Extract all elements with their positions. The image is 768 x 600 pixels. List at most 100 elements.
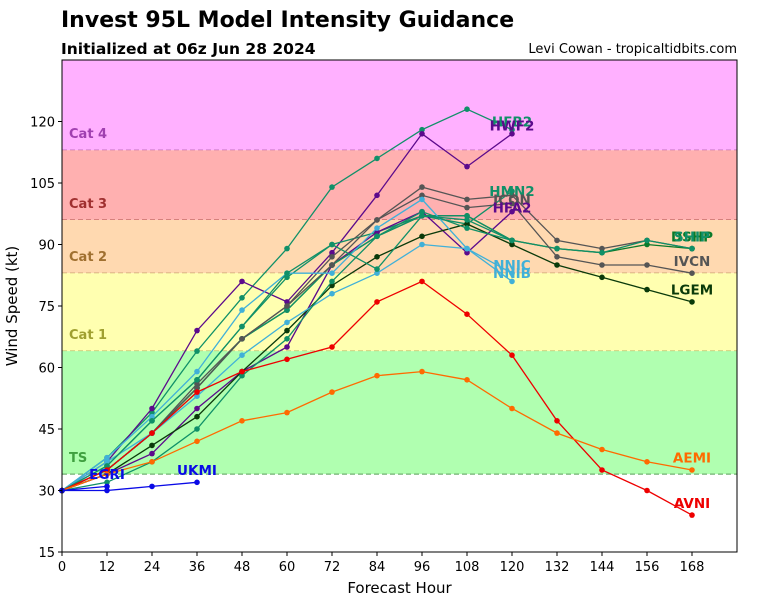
series-label-nnic: NNIC <box>493 258 531 274</box>
data-point-lgem <box>464 221 470 227</box>
y-tick-label: 75 <box>38 300 55 315</box>
data-point-hfb2 <box>194 348 200 354</box>
band-label-cat-3: Cat 3 <box>69 197 107 212</box>
data-point-aemi <box>149 459 155 465</box>
series-label-ship: SHIP <box>674 229 710 245</box>
data-point-ivcn <box>419 192 425 199</box>
data-point-hfa2 <box>194 405 200 412</box>
data-point-ctci <box>239 323 245 330</box>
series-lines <box>59 106 695 518</box>
data-point-dshp <box>644 241 650 248</box>
series-aemi <box>59 368 695 494</box>
data-point-ivcn <box>599 262 605 268</box>
data-point-aemi <box>239 418 245 424</box>
data-point-ukmi <box>149 483 155 490</box>
series-ukmi <box>59 479 200 494</box>
series-label-egri: EGRI <box>89 467 125 483</box>
data-point-lgem <box>644 286 650 293</box>
data-point-avni <box>284 356 290 363</box>
x-tick-label: 120 <box>500 560 525 575</box>
data-point-avni <box>599 467 605 473</box>
x-tick-label: 72 <box>324 560 341 575</box>
data-point-nnic <box>194 368 200 375</box>
data-point-aemi <box>104 471 110 477</box>
data-point-gfso <box>509 237 515 244</box>
data-point-avni <box>104 467 110 473</box>
data-point-nnic <box>419 196 425 203</box>
data-point-hfb2 <box>374 155 380 162</box>
data-point-aemi <box>419 368 425 375</box>
data-point-avni <box>554 418 560 424</box>
data-point-ivcn <box>284 303 290 309</box>
data-point-gfso <box>374 233 380 240</box>
series-label-hwf2: HWF2 <box>490 119 535 135</box>
y-tick-label: 30 <box>38 485 55 500</box>
data-point-icon <box>419 184 425 190</box>
data-point-hfb2 <box>239 295 245 301</box>
data-point-nnic <box>329 270 335 277</box>
data-point-ctci <box>194 377 200 383</box>
x-tick-label: 132 <box>545 560 570 575</box>
data-point-hwf2 <box>374 192 380 199</box>
data-point-nnib <box>284 319 290 326</box>
y-tick-label: 45 <box>38 423 55 438</box>
data-point-avni <box>329 344 335 350</box>
data-point-avni <box>419 278 425 285</box>
y-tick-label: 60 <box>38 362 55 377</box>
x-tick-label: 168 <box>680 560 705 575</box>
data-point-ivcn <box>239 336 245 342</box>
data-point-aemi <box>194 438 200 445</box>
series-label-dshp: DSHP <box>671 229 713 245</box>
y-axis-label: Wind Speed (kt) <box>3 246 21 367</box>
data-point-nnib <box>329 290 335 297</box>
data-point-avni <box>644 487 650 494</box>
data-point-nnib <box>419 241 425 248</box>
series-label-avni: AVNI <box>674 496 710 512</box>
band-ts <box>62 351 737 475</box>
data-point-avni <box>149 430 155 436</box>
data-point-hfa2 <box>374 229 380 235</box>
data-point-aemi <box>329 389 335 395</box>
data-point-ctci <box>149 418 155 424</box>
data-point-gfso <box>104 479 110 486</box>
data-point-lgem <box>194 413 200 420</box>
data-point-nnic <box>149 413 155 420</box>
data-point-icon <box>329 253 335 260</box>
chart-credit: Levi Cowan - tropicaltidbits.com <box>528 42 737 57</box>
data-point-hwf2 <box>284 299 290 305</box>
data-point-gfso <box>194 426 200 432</box>
series-label-aemi: AEMI <box>673 451 711 467</box>
data-point-ctci <box>464 217 470 223</box>
data-point-hwf2 <box>509 131 515 137</box>
data-point-lgem <box>284 327 290 334</box>
data-point-avni <box>194 389 200 395</box>
data-point-lgem <box>509 241 515 248</box>
data-point-gfso <box>464 225 470 231</box>
data-point-ctci <box>104 463 110 469</box>
series-label-lgem: LGEM <box>671 283 713 299</box>
data-point-ship <box>689 245 695 252</box>
data-point-nnib <box>239 352 245 359</box>
category-bands: Cat 4 Cat 3 Cat 2 Cat 1 TS <box>62 60 737 475</box>
data-point-hfb2 <box>419 126 425 133</box>
x-tick-label: 24 <box>144 560 161 575</box>
series-label-hmn2: HMN2 <box>489 184 534 200</box>
x-tick-label: 144 <box>590 560 615 575</box>
data-point-avni <box>689 512 695 518</box>
data-point-ivcn <box>644 262 650 268</box>
data-point-aemi <box>464 377 470 383</box>
data-point-ctci <box>374 266 380 272</box>
series-label-ukmi: UKMI <box>177 463 217 479</box>
data-point-ivcn <box>329 262 335 268</box>
band-cat-1 <box>62 273 737 352</box>
band-cat-3 <box>62 150 737 220</box>
data-point-ship <box>554 245 560 252</box>
data-point-nnib <box>509 278 515 285</box>
x-axis: 0 12 24 36 48 60 72 84 96 108 120 132 144 156 168 <box>58 552 705 575</box>
data-point-hfb2 <box>509 126 515 133</box>
data-point-hfa2 <box>464 249 470 256</box>
y-tick-label: 105 <box>30 177 55 192</box>
data-point-avni <box>374 299 380 305</box>
data-point-hwf2 <box>419 131 425 137</box>
x-tick-label: 96 <box>414 560 431 575</box>
